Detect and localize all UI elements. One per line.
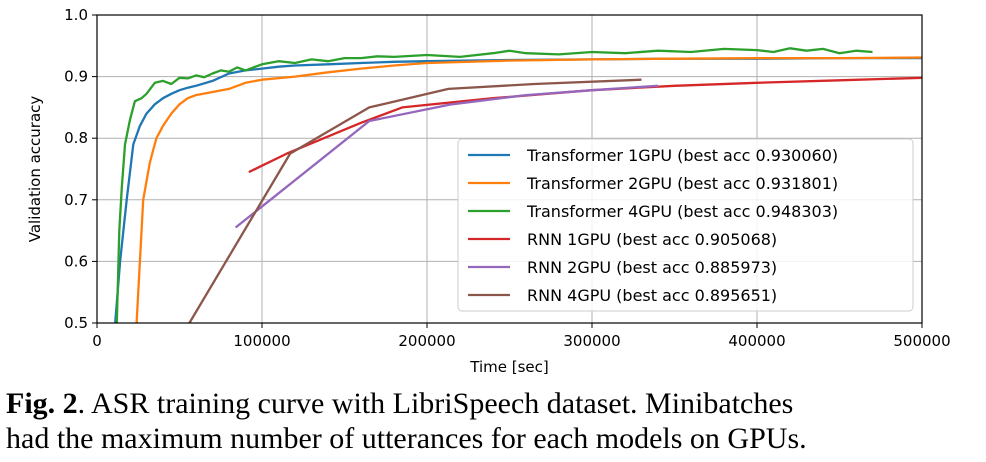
series-line-3 [115, 47, 873, 323]
legend-entry: RNN 2GPU (best acc 0.885973) [527, 258, 777, 277]
y-tick-label: 0.8 [64, 129, 88, 147]
legend-entry: Transformer 4GPU (best acc 0.948303) [526, 202, 838, 221]
series-line-6 [188, 78, 642, 323]
caption-line-1: . ASR training curve with LibriSpeech da… [77, 387, 794, 420]
x-tick-label: 500000 [893, 332, 950, 350]
legend-entry: RNN 4GPU (best acc 0.895651) [527, 286, 777, 305]
x-tick-label: 400000 [728, 332, 785, 350]
series-lines [114, 47, 922, 323]
axis-ticks: 0 100000 200000 300000 400000 500000 0.5 0.6 0.7… [64, 6, 950, 350]
legend-entry: RNN 1GPU (best acc 0.905068) [527, 230, 777, 249]
series-line-2 [135, 56, 922, 323]
y-tick-label: 1.0 [64, 6, 88, 24]
y-tick-label: 0.9 [64, 68, 88, 86]
series-line-5 [234, 84, 659, 229]
y-tick-label: 0.7 [64, 191, 88, 209]
y-axis-label: Validation accuracy [26, 96, 44, 243]
y-tick-label: 0.6 [64, 252, 88, 270]
legend: Transformer 1GPU (best acc 0.930060) Tran… [457, 138, 914, 312]
x-axis-label: Time [sec] [469, 358, 548, 376]
legend-entry: Transformer 2GPU (best acc 0.931801) [526, 174, 838, 193]
figure-caption: Fig. 2. ASR training curve with LibriSpe… [6, 386, 982, 456]
training-curve-chart: 0 100000 200000 300000 400000 500000 0.5 0.6 0.7… [26, 6, 951, 376]
caption-line-2: had the maximum number of utterances for… [6, 422, 807, 455]
x-tick-label: 100000 [233, 332, 290, 350]
x-tick-label: 0 [92, 332, 102, 350]
x-tick-label: 200000 [398, 332, 455, 350]
legend-entry: Transformer 1GPU (best acc 0.930060) [526, 146, 838, 165]
y-tick-label: 0.5 [64, 314, 88, 332]
x-tick-label: 300000 [563, 332, 620, 350]
legend-box [457, 138, 914, 312]
plot-frame [96, 14, 923, 324]
figure-label: Fig. 2 [6, 387, 78, 420]
